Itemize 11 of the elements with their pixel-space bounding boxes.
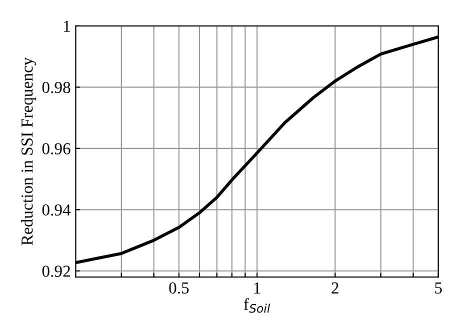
y-tick-label: 1 — [64, 20, 70, 32]
x-tick-label: 2 — [332, 282, 338, 294]
x-tick-label: 0.5 — [169, 282, 189, 294]
x-tick-label: 5 — [435, 282, 442, 294]
x-tick-label: 1 — [254, 282, 260, 294]
y-tick-label: 0.92 — [42, 266, 70, 277]
y-axis-title: Reduction in SSI Frequency — [20, 57, 36, 246]
y-tick-label: 0.96 — [42, 143, 70, 154]
y-tick-label: 0.98 — [42, 82, 70, 94]
y-tick-label: 0.94 — [42, 204, 71, 216]
x-axis-title: f$_{Soil}$ — [244, 298, 270, 313]
